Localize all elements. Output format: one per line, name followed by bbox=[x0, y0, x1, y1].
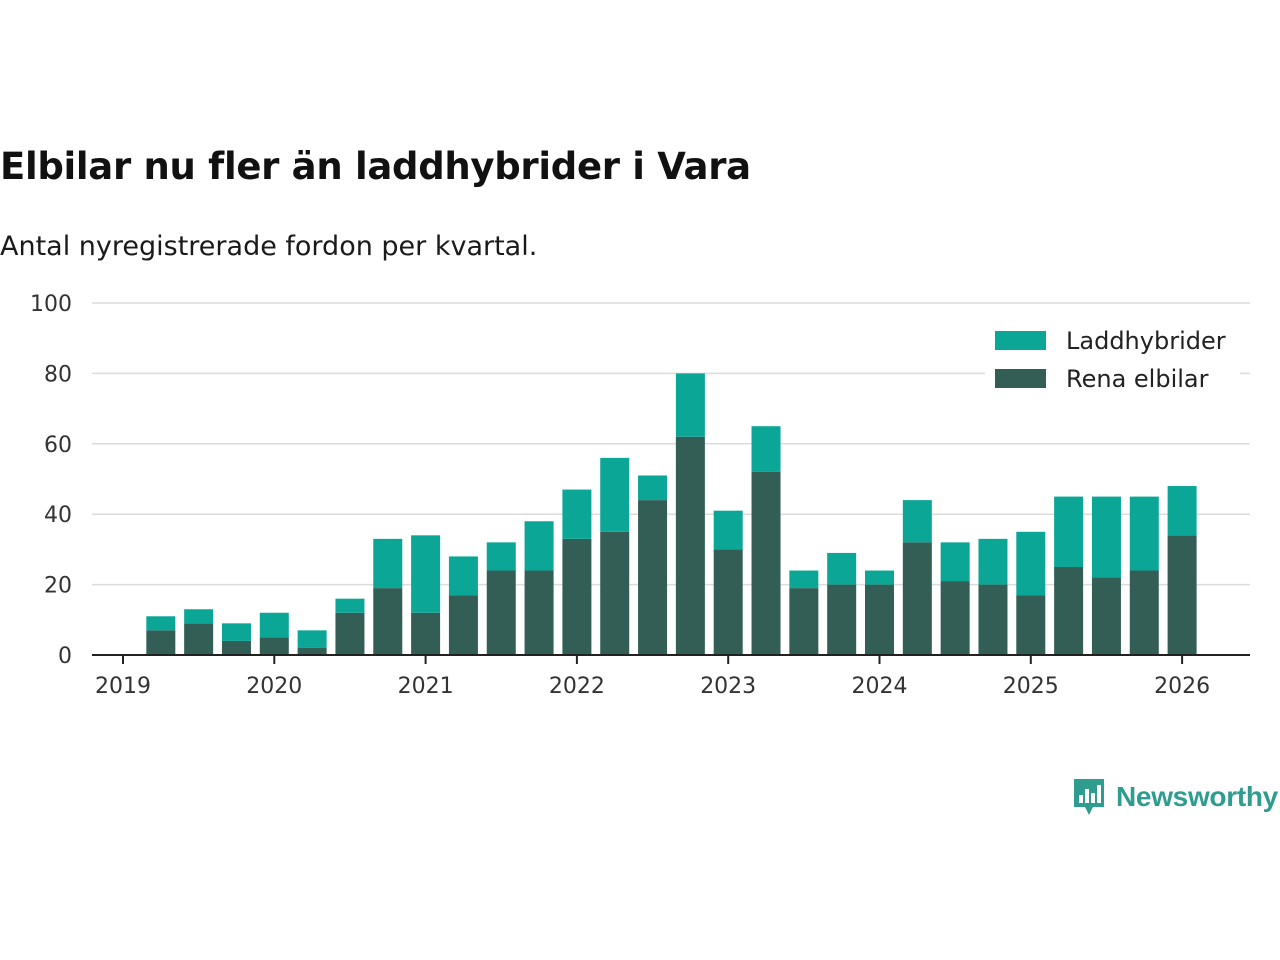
x-tick-label: 2020 bbox=[246, 674, 302, 699]
y-tick-label: 100 bbox=[30, 292, 72, 317]
bar-laddhybrider bbox=[1167, 486, 1197, 536]
bar-rena-elbilar bbox=[675, 436, 705, 655]
bar-rena-elbilar bbox=[297, 647, 327, 655]
bar-laddhybrider bbox=[638, 475, 668, 501]
x-tick-label: 2021 bbox=[398, 674, 454, 699]
x-tick-label: 2019 bbox=[95, 674, 151, 699]
x-tick-label: 2023 bbox=[700, 674, 756, 699]
bar-laddhybrider bbox=[524, 521, 554, 571]
bar-laddhybrider bbox=[411, 535, 441, 613]
bar-rena-elbilar bbox=[978, 584, 1008, 655]
bar-laddhybrider bbox=[221, 623, 251, 641]
bar-rena-elbilar bbox=[1016, 595, 1046, 655]
y-tick-label: 40 bbox=[44, 503, 72, 528]
bar-rena-elbilar bbox=[335, 612, 365, 655]
bar-laddhybrider bbox=[486, 542, 516, 571]
bar-laddhybrider bbox=[713, 510, 743, 550]
bar-laddhybrider bbox=[146, 616, 176, 631]
x-tick-label: 2025 bbox=[1003, 674, 1059, 699]
bar-rena-elbilar bbox=[1129, 570, 1159, 655]
y-tick-label: 80 bbox=[44, 362, 72, 387]
bar-laddhybrider bbox=[827, 552, 857, 585]
bar-rena-elbilar bbox=[638, 500, 668, 655]
chart-subtitle: Antal nyregistrerade fordon per kvartal. bbox=[0, 231, 538, 262]
bar-rena-elbilar bbox=[902, 542, 932, 655]
bar-laddhybrider bbox=[373, 538, 403, 589]
bar-rena-elbilar bbox=[448, 595, 478, 655]
legend-label: Rena elbilar bbox=[1066, 365, 1209, 393]
bar-laddhybrider bbox=[1129, 496, 1159, 571]
y-tick-label: 60 bbox=[44, 433, 72, 458]
bar-laddhybrider bbox=[940, 542, 970, 582]
bar-laddhybrider bbox=[751, 426, 781, 472]
bar-laddhybrider bbox=[600, 457, 630, 532]
bar-laddhybrider bbox=[562, 489, 592, 539]
x-tick-label: 2026 bbox=[1154, 674, 1210, 699]
x-tick-label: 2022 bbox=[549, 674, 605, 699]
bar-laddhybrider bbox=[789, 570, 819, 589]
newsworthy-chart-icon bbox=[1074, 779, 1104, 815]
brand-name: Newsworthy bbox=[1116, 781, 1278, 812]
legend-label: Laddhybrider bbox=[1066, 327, 1226, 355]
bar-rena-elbilar bbox=[486, 570, 516, 655]
bar-laddhybrider bbox=[448, 556, 478, 596]
bar-rena-elbilar bbox=[1091, 577, 1121, 655]
bar-rena-elbilar bbox=[865, 584, 894, 655]
legend-swatch bbox=[995, 369, 1046, 388]
bar-laddhybrider bbox=[1091, 496, 1121, 578]
bar-rena-elbilar bbox=[789, 588, 819, 655]
brand-logo: Newsworthy bbox=[1072, 775, 1278, 819]
x-tick-label: 2024 bbox=[852, 674, 908, 699]
bar-laddhybrider bbox=[902, 500, 932, 543]
bar-rena-elbilar bbox=[373, 588, 403, 655]
bar-rena-elbilar bbox=[146, 630, 176, 655]
bar-laddhybrider bbox=[297, 630, 327, 648]
chart-title: Elbilar nu fler än laddhybrider i Vara bbox=[0, 145, 751, 188]
bar-laddhybrider bbox=[1016, 531, 1046, 596]
bar-rena-elbilar bbox=[259, 637, 289, 655]
y-tick-label: 20 bbox=[44, 574, 72, 599]
bar-laddhybrider bbox=[259, 612, 289, 638]
bar-rena-elbilar bbox=[184, 623, 214, 655]
bar-rena-elbilar bbox=[411, 612, 441, 655]
bar-rena-elbilar bbox=[221, 640, 251, 655]
bar-laddhybrider bbox=[1054, 496, 1084, 567]
bar-rena-elbilar bbox=[827, 584, 857, 655]
bar-rena-elbilar bbox=[940, 581, 970, 655]
bar-rena-elbilar bbox=[1054, 567, 1084, 655]
bar-rena-elbilar bbox=[562, 538, 592, 655]
bar-rena-elbilar bbox=[713, 549, 743, 655]
bar-laddhybrider bbox=[675, 373, 705, 437]
legend-swatch bbox=[995, 331, 1046, 350]
bar-rena-elbilar bbox=[600, 531, 630, 655]
bar-laddhybrider bbox=[865, 570, 894, 585]
bar-rena-elbilar bbox=[1167, 535, 1197, 655]
bar-laddhybrider bbox=[184, 609, 214, 624]
bar-laddhybrider bbox=[335, 598, 365, 613]
bar-rena-elbilar bbox=[751, 471, 781, 655]
bar-rena-elbilar bbox=[524, 570, 554, 655]
y-tick-label: 0 bbox=[58, 644, 72, 669]
bar-laddhybrider bbox=[978, 538, 1008, 585]
